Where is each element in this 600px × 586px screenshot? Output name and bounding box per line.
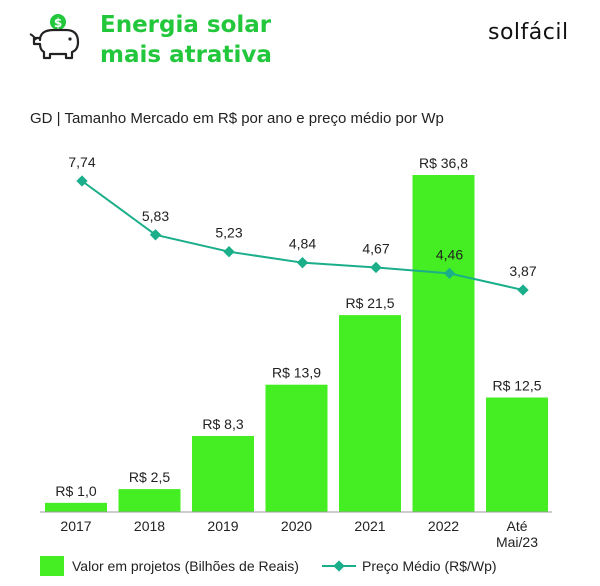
bar-5 xyxy=(412,175,475,512)
bar-1 xyxy=(118,489,181,512)
bar-label-0: R$ 1,0 xyxy=(55,483,96,499)
price-label-4: 4,67 xyxy=(362,240,389,256)
x-tick-6: Até Mai/23 xyxy=(496,518,538,550)
price-label-2: 5,23 xyxy=(215,225,242,241)
piggy-bank-icon: $ xyxy=(29,14,80,60)
x-tick-1: 2018 xyxy=(134,518,165,534)
bar-label-4: R$ 21,5 xyxy=(345,295,394,311)
page-title: Energia solar mais atrativa xyxy=(100,10,400,70)
bar-label-2: R$ 8,3 xyxy=(202,416,243,432)
price-point-6 xyxy=(517,284,529,296)
bar-label-6: R$ 12,5 xyxy=(492,378,541,394)
header: $ Energia solar mais atrativa solfácil xyxy=(0,0,600,90)
price-label-1: 5,83 xyxy=(142,208,169,224)
price-label-5: 4,46 xyxy=(436,246,463,262)
price-label-3: 4,84 xyxy=(289,236,316,252)
x-tick-2: 2019 xyxy=(207,518,238,534)
brand-logo: solfácil xyxy=(488,20,569,45)
bar-label-5: R$ 36,8 xyxy=(419,155,468,171)
bar-0 xyxy=(45,502,107,512)
legend-swatch-bars xyxy=(40,556,64,576)
price-label-6: 3,87 xyxy=(509,263,536,279)
chart-title: GD | Tamanho Mercado em R$ por ano e pre… xyxy=(30,110,444,127)
title-line-2: mais atrativa xyxy=(100,42,272,68)
price-point-5 xyxy=(443,267,456,280)
bar-label-1: R$ 2,5 xyxy=(129,469,170,485)
x-tick-4: 2021 xyxy=(354,518,385,534)
x-tick-5: 2022 xyxy=(428,518,459,534)
legend-label-bars: Valor em projetos (Bilhões de Reais) xyxy=(72,558,299,574)
bar-3 xyxy=(265,384,328,512)
brand-name: solfácil xyxy=(488,20,569,45)
x-tick-3: 2020 xyxy=(281,518,312,534)
x-tick-0: 2017 xyxy=(60,518,91,534)
price-point-4 xyxy=(370,261,382,274)
legend-line-marker xyxy=(322,560,356,572)
svg-text:$: $ xyxy=(54,16,62,30)
price-label-0: 7,74 xyxy=(68,154,95,170)
price-point-2 xyxy=(223,246,235,258)
title-line-1: Energia solar xyxy=(100,12,272,38)
legend-label-line: Preço Médio (R$/Wp) xyxy=(362,558,497,574)
bar-label-3: R$ 13,9 xyxy=(272,365,321,381)
price-point-3 xyxy=(296,257,309,269)
price-point-1 xyxy=(149,229,162,241)
bar-4 xyxy=(339,315,401,512)
bar-2 xyxy=(192,435,254,512)
bar-6 xyxy=(486,397,548,512)
